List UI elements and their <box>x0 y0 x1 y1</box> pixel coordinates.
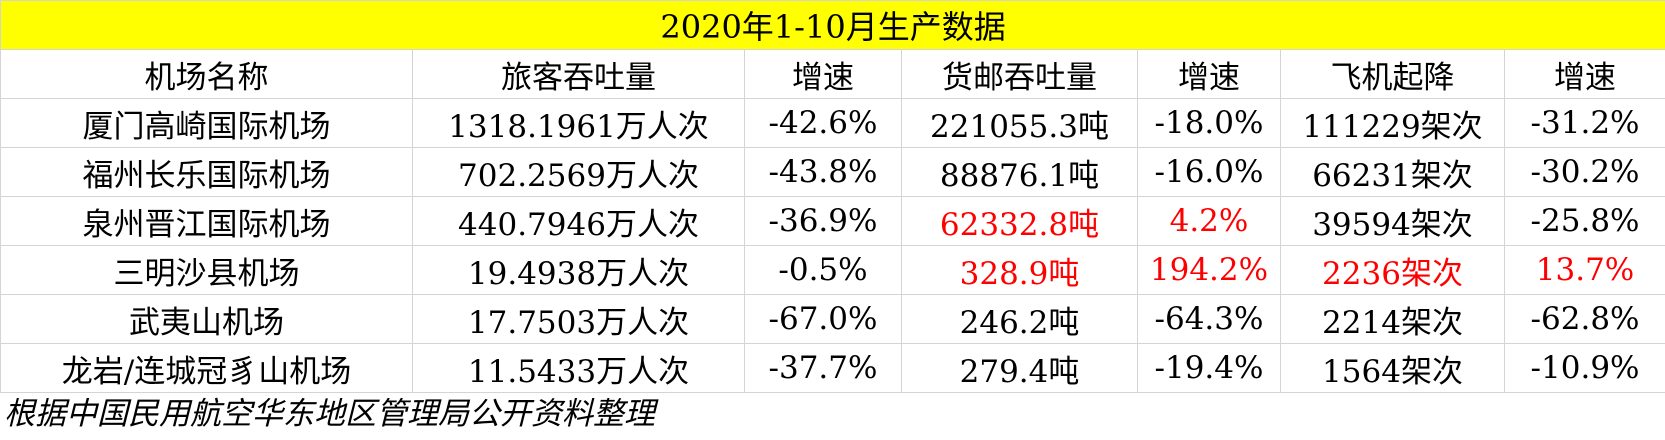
data-cell: 111229架次 <box>1280 98 1505 148</box>
data-cell: -67.0% <box>744 294 902 344</box>
data-cell: -0.5% <box>744 245 902 295</box>
data-cell: -37.7% <box>744 343 902 393</box>
data-cell: 19.4938万人次 <box>412 245 745 295</box>
data-cell: 246.2吨 <box>901 294 1138 344</box>
data-cell: -10.9% <box>1503 343 1665 393</box>
data-cell: 1564架次 <box>1280 343 1505 393</box>
data-cell: -62.8% <box>1503 294 1665 344</box>
data-row: 三明沙县机场 19.4938万人次 -0.5% 328.9吨 194.2% 2236架次 1… <box>0 245 1665 295</box>
data-cell: 221055.3吨 <box>901 98 1138 148</box>
airport-name: 福州长乐国际机场 <box>0 147 413 197</box>
airport-name: 厦门高崎国际机场 <box>0 98 413 148</box>
data-row: 武夷山机场 17.7503万人次 -67.0% 246.2吨 -64.3% 2214架次 -… <box>0 294 1665 344</box>
data-cell: 4.2% <box>1137 196 1281 246</box>
data-cell: -25.8% <box>1503 196 1665 246</box>
data-cell: 440.7946万人次 <box>412 196 745 246</box>
data-row: 龙岩/连城冠豸山机场 11.5433万人次 -37.7% 279.4吨 -19.4% 15… <box>0 343 1665 393</box>
data-cell: 702.2569万人次 <box>412 147 745 197</box>
header-cell: 飞机起降 <box>1280 49 1505 99</box>
data-cell: 328.9吨 <box>901 245 1138 295</box>
data-cell: -16.0% <box>1137 147 1281 197</box>
data-cell: -30.2% <box>1503 147 1665 197</box>
airport-name: 龙岩/连城冠豸山机场 <box>0 343 413 393</box>
title-row: 2020年1-10月生产数据 <box>0 0 1665 50</box>
data-cell: -64.3% <box>1137 294 1281 344</box>
airport-name: 武夷山机场 <box>0 294 413 344</box>
data-cell: 13.7% <box>1503 245 1665 295</box>
data-cell: 88876.1吨 <box>901 147 1138 197</box>
data-cell: 11.5433万人次 <box>412 343 745 393</box>
header-cell: 货邮吞吐量 <box>901 49 1138 99</box>
data-cell: 66231架次 <box>1280 147 1505 197</box>
header-cell: 增速 <box>1503 49 1665 99</box>
data-cell: 62332.8吨 <box>901 196 1138 246</box>
data-cell: 2214架次 <box>1280 294 1505 344</box>
data-row: 福州长乐国际机场 702.2569万人次 -43.8% 88876.1吨 -16.0% 6… <box>0 147 1665 197</box>
data-cell: -36.9% <box>744 196 902 246</box>
data-cell: -43.8% <box>744 147 902 197</box>
data-cell: 279.4吨 <box>901 343 1138 393</box>
data-cell: -18.0% <box>1137 98 1281 148</box>
source-note: 根据中国民用航空华东地区管理局公开资料整理 <box>4 396 655 432</box>
data-cell: 17.7503万人次 <box>412 294 745 344</box>
header-cell: 增速 <box>1137 49 1281 99</box>
header-row: 机场名称 旅客吞吐量 增速 货邮吞吐量 增速 飞机起降 增速 <box>0 49 1665 99</box>
data-cell: -31.2% <box>1503 98 1665 148</box>
data-cell: 194.2% <box>1137 245 1281 295</box>
data-cell: -19.4% <box>1137 343 1281 393</box>
data-cell: 2236架次 <box>1280 245 1505 295</box>
table-body: 2020年1-10月生产数据 机场名称 旅客吞吐量 增速 货邮吞吐量 增速 飞机起降 增速厦… <box>0 0 1665 393</box>
data-row: 泉州晋江国际机场 440.7946万人次 -36.9% 62332.8吨 4.2% 395… <box>0 196 1665 246</box>
data-table: 2020年1-10月生产数据 机场名称 旅客吞吐量 增速 货邮吞吐量 增速 飞机起降 增速厦… <box>0 0 1665 393</box>
header-cell: 机场名称 <box>0 49 413 99</box>
data-row: 厦门高崎国际机场 1318.1961万人次 -42.6% 221055.3吨 -18.0… <box>0 98 1665 148</box>
airport-name: 三明沙县机场 <box>0 245 413 295</box>
data-cell: 39594架次 <box>1280 196 1505 246</box>
header-cell: 增速 <box>744 49 902 99</box>
header-cell: 旅客吞吐量 <box>412 49 745 99</box>
data-cell: 1318.1961万人次 <box>412 98 745 148</box>
airport-name: 泉州晋江国际机场 <box>0 196 413 246</box>
data-cell: -42.6% <box>744 98 902 148</box>
table-title: 2020年1-10月生产数据 <box>0 0 1665 50</box>
